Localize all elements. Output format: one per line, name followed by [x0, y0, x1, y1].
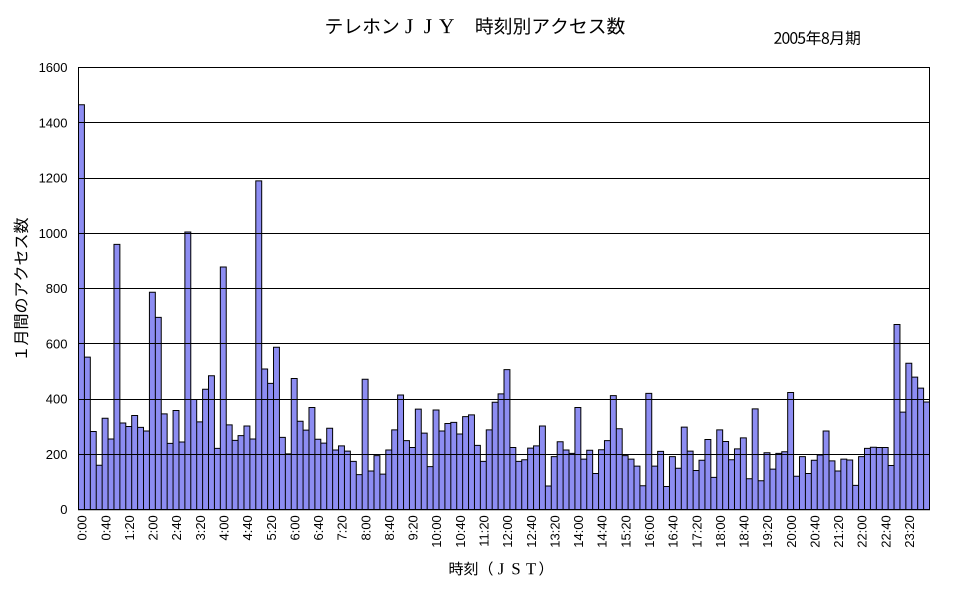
- svg-text:0:00: 0:00: [75, 515, 90, 540]
- svg-text:8:00: 8:00: [358, 515, 373, 540]
- svg-text:16:00: 16:00: [642, 515, 657, 548]
- svg-text:1400: 1400: [39, 115, 68, 130]
- svg-text:2:00: 2:00: [146, 515, 161, 540]
- svg-text:22:40: 22:40: [878, 515, 893, 548]
- svg-text:18:00: 18:00: [713, 515, 728, 548]
- svg-text:10:00: 10:00: [429, 515, 444, 548]
- svg-text:4:00: 4:00: [216, 515, 231, 540]
- svg-text:8:40: 8:40: [382, 515, 397, 540]
- svg-text:10:40: 10:40: [453, 515, 468, 548]
- svg-text:0: 0: [60, 502, 67, 517]
- svg-text:12:00: 12:00: [500, 515, 515, 548]
- svg-text:19:20: 19:20: [760, 515, 775, 548]
- svg-text:4:40: 4:40: [240, 515, 255, 540]
- svg-text:5:20: 5:20: [264, 515, 279, 540]
- svg-text:1200: 1200: [39, 171, 68, 186]
- svg-text:1:20: 1:20: [122, 515, 137, 540]
- svg-text:2:40: 2:40: [169, 515, 184, 540]
- svg-text:3:20: 3:20: [193, 515, 208, 540]
- svg-text:14:40: 14:40: [595, 515, 610, 548]
- svg-text:22:00: 22:00: [855, 515, 870, 548]
- svg-text:1000: 1000: [39, 226, 68, 241]
- svg-text:0:40: 0:40: [98, 515, 113, 540]
- svg-text:12:40: 12:40: [524, 515, 539, 548]
- svg-text:13:20: 13:20: [547, 515, 562, 548]
- svg-text:18:40: 18:40: [737, 515, 752, 548]
- svg-text:400: 400: [46, 392, 68, 407]
- svg-text:200: 200: [46, 447, 68, 462]
- svg-text:11:20: 11:20: [477, 515, 492, 547]
- svg-text:20:00: 20:00: [784, 515, 799, 548]
- svg-text:14:00: 14:00: [571, 515, 586, 548]
- svg-text:23:20: 23:20: [902, 515, 917, 548]
- svg-text:15:20: 15:20: [618, 515, 633, 548]
- svg-text:6:40: 6:40: [311, 515, 326, 540]
- svg-text:16:40: 16:40: [666, 515, 681, 548]
- svg-text:600: 600: [46, 336, 68, 351]
- svg-text:800: 800: [46, 281, 68, 296]
- svg-text:17:20: 17:20: [689, 515, 704, 548]
- svg-text:21:20: 21:20: [831, 515, 846, 548]
- svg-text:20:40: 20:40: [807, 515, 822, 548]
- svg-text:9:20: 9:20: [406, 515, 421, 540]
- svg-text:6:00: 6:00: [287, 515, 302, 540]
- svg-text:1600: 1600: [39, 60, 68, 75]
- svg-text:7:20: 7:20: [335, 515, 350, 540]
